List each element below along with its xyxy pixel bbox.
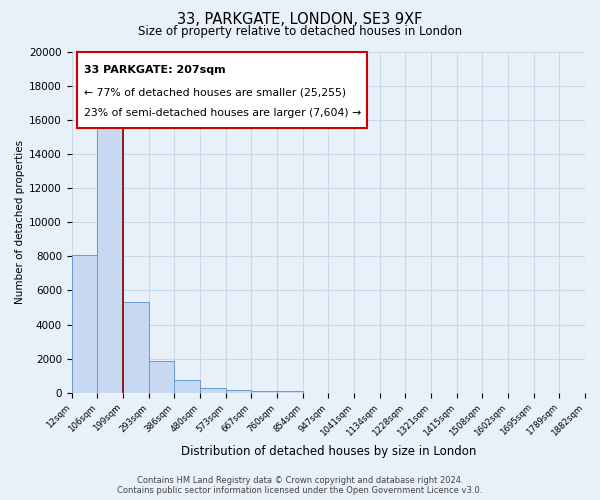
Text: 33 PARKGATE: 207sqm: 33 PARKGATE: 207sqm [85, 65, 226, 75]
Bar [277, 390, 302, 393]
X-axis label: Distribution of detached houses by size in London: Distribution of detached houses by size … [181, 444, 476, 458]
Bar [123, 302, 149, 393]
Bar [149, 362, 175, 393]
Text: Contains public sector information licensed under the Open Government Licence v3: Contains public sector information licen… [118, 486, 482, 495]
Text: ← 77% of detached houses are smaller (25,255): ← 77% of detached houses are smaller (25… [85, 88, 347, 98]
Text: 23% of semi-detached houses are larger (7,604) →: 23% of semi-detached houses are larger (… [85, 108, 362, 118]
Text: Size of property relative to detached houses in London: Size of property relative to detached ho… [138, 25, 462, 38]
Bar [226, 390, 251, 393]
Bar [175, 380, 200, 393]
Text: 33, PARKGATE, LONDON, SE3 9XF: 33, PARKGATE, LONDON, SE3 9XF [178, 12, 422, 28]
Text: Contains HM Land Registry data © Crown copyright and database right 2024.: Contains HM Land Registry data © Crown c… [137, 476, 463, 485]
Bar [71, 254, 97, 393]
Bar [97, 110, 123, 393]
FancyBboxPatch shape [77, 52, 367, 128]
Y-axis label: Number of detached properties: Number of detached properties [15, 140, 25, 304]
Bar [200, 388, 226, 393]
Bar [251, 391, 277, 393]
